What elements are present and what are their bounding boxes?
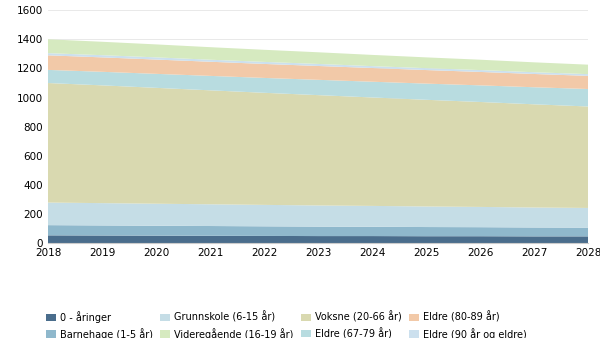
Legend: 0 - åringer, Barnehage (1-5 år), Grunnskole (6-15 år), Videregående (16-19 år), : 0 - åringer, Barnehage (1-5 år), Grunnsk… <box>42 307 530 338</box>
